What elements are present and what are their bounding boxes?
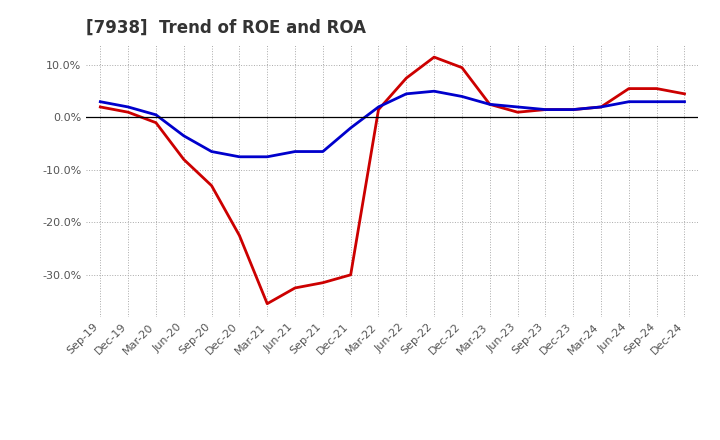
ROE bbox=[263, 301, 271, 306]
ROE bbox=[152, 120, 161, 125]
ROE bbox=[207, 183, 216, 188]
ROA bbox=[235, 154, 243, 159]
ROE bbox=[458, 65, 467, 70]
ROA bbox=[652, 99, 661, 104]
ROE bbox=[402, 75, 410, 81]
ROA bbox=[402, 91, 410, 96]
ROE bbox=[680, 91, 689, 96]
ROA bbox=[96, 99, 104, 104]
ROA bbox=[318, 149, 327, 154]
ROA bbox=[291, 149, 300, 154]
ROA bbox=[207, 149, 216, 154]
ROA bbox=[263, 154, 271, 159]
ROE bbox=[624, 86, 633, 91]
Text: [7938]  Trend of ROE and ROA: [7938] Trend of ROE and ROA bbox=[86, 19, 366, 37]
Line: ROE: ROE bbox=[100, 57, 685, 304]
ROE bbox=[652, 86, 661, 91]
ROA bbox=[680, 99, 689, 104]
ROE bbox=[179, 157, 188, 162]
ROE bbox=[124, 110, 132, 115]
ROA bbox=[513, 104, 522, 110]
ROE bbox=[541, 107, 550, 112]
ROE bbox=[374, 107, 383, 112]
ROA bbox=[124, 104, 132, 110]
ROA bbox=[624, 99, 633, 104]
ROE bbox=[291, 285, 300, 290]
ROA bbox=[179, 133, 188, 139]
Line: ROA: ROA bbox=[100, 91, 685, 157]
ROA bbox=[541, 107, 550, 112]
ROE bbox=[318, 280, 327, 285]
ROE bbox=[235, 233, 243, 238]
ROE bbox=[569, 107, 577, 112]
ROA bbox=[430, 88, 438, 94]
ROE bbox=[96, 104, 104, 110]
ROA bbox=[485, 102, 494, 107]
ROE bbox=[597, 104, 606, 110]
ROA bbox=[458, 94, 467, 99]
ROA bbox=[152, 112, 161, 117]
ROA bbox=[374, 104, 383, 110]
ROA bbox=[569, 107, 577, 112]
ROA bbox=[597, 104, 606, 110]
ROA bbox=[346, 125, 355, 131]
Legend: ROE, ROA: ROE, ROA bbox=[305, 438, 480, 440]
ROE bbox=[430, 55, 438, 60]
ROE bbox=[485, 102, 494, 107]
ROE bbox=[513, 110, 522, 115]
ROE bbox=[346, 272, 355, 278]
